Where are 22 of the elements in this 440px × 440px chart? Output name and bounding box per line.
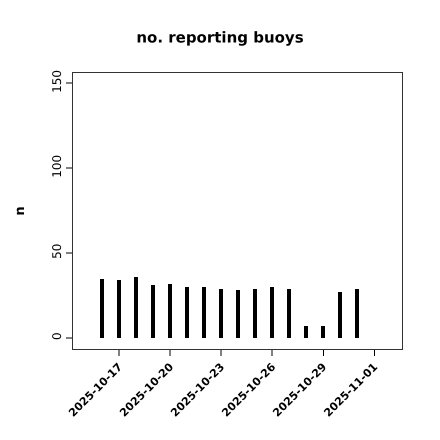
bar — [202, 287, 206, 338]
bar — [270, 287, 274, 338]
y-axis-title: n — [13, 206, 28, 216]
bar — [321, 326, 325, 338]
y-tick-label: 150 — [50, 70, 64, 93]
y-tick-label: 100 — [50, 154, 64, 178]
bar — [151, 285, 155, 338]
y-tick-label: 50 — [50, 244, 64, 259]
bar — [236, 290, 240, 338]
bar — [355, 289, 359, 338]
bar — [219, 289, 223, 338]
bar — [185, 287, 189, 338]
chart-title: no. reporting buoys — [136, 28, 304, 47]
bar — [168, 284, 172, 338]
bar — [100, 279, 104, 338]
bar — [287, 289, 291, 338]
bar — [304, 326, 308, 338]
bar — [338, 292, 342, 338]
bar — [117, 280, 121, 338]
y-tick-label: 0 — [50, 332, 64, 340]
bar — [134, 277, 138, 338]
bar — [253, 289, 257, 338]
